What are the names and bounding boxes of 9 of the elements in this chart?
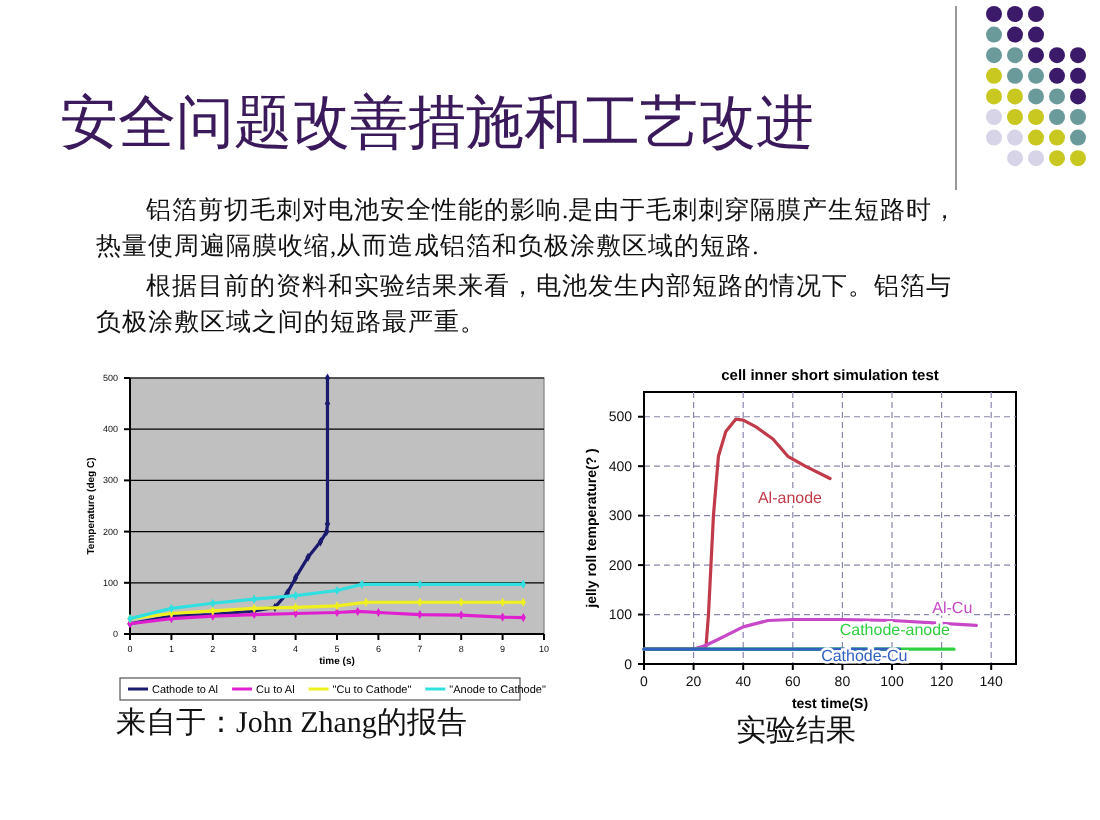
series-label: Al-Cu xyxy=(932,599,973,618)
series-label: Cathode-anode xyxy=(839,621,952,640)
text: 安全问题改善措施和工艺改进 xyxy=(60,90,814,160)
series-label: Cathode-Cu xyxy=(821,647,908,666)
text: 根据目前的资料和实验结果来看，电池发生内部短路的情况下。铝箔与负极涂敷区域之间的短路最严重。 xyxy=(96,270,954,340)
text: 来自于：John Zhang的报告 xyxy=(116,705,467,742)
text: 实验结果 xyxy=(736,713,856,750)
text: 铝箔剪切毛刺对电池安全性能的影响.是由于毛刺刺穿隔膜产生短路时，热量使周遍隔膜收缩,从而造成铝箔和负极涂敷区域的短路. xyxy=(96,194,961,264)
series-label: Al-anode xyxy=(757,488,824,507)
